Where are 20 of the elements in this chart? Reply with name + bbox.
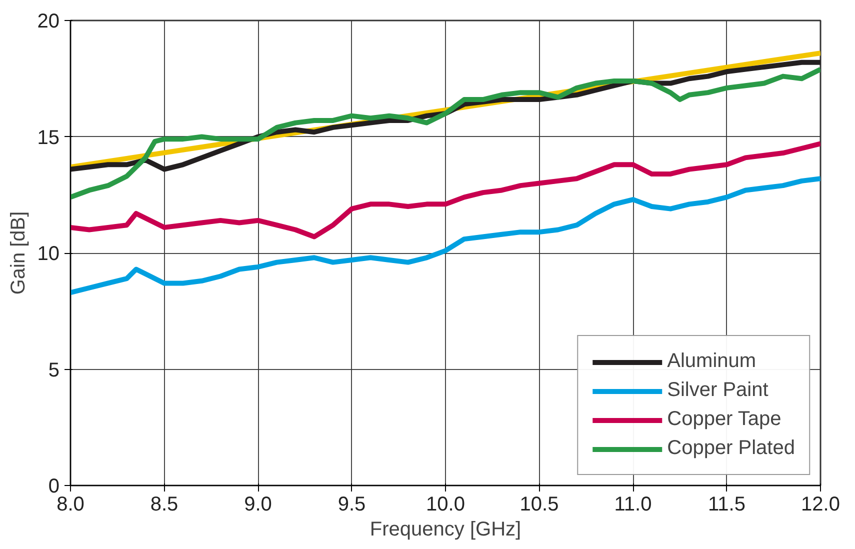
y-tick-label: 5 [48,359,60,382]
x-tick-label: 10.0 [426,494,465,516]
y-axis-title: Gain [dB] [7,211,30,295]
legend-label: Copper Tape [667,408,782,431]
x-tick-label: 8.0 [56,494,84,516]
legend-label: Copper Plated [667,437,795,460]
y-tick-label: 15 [37,126,60,149]
y-tick-label: 20 [37,10,60,32]
legend-label: Silver Paint [667,379,768,402]
x-tick-label: 11.0 [614,494,652,516]
x-tick-label: 12.0 [801,494,840,516]
legend-label: Aluminum [667,350,756,373]
y-tick-label: 0 [48,476,60,498]
x-tick-label: 8.5 [150,494,178,516]
x-tick-label: 9.5 [338,494,366,516]
x-tick-label: 10.5 [520,494,559,516]
y-tick-label: 10 [37,243,60,265]
x-axis-title: Frequency [GHz] [370,518,522,540]
x-tick-label: 11.5 [708,494,746,516]
x-tick-label: 9.0 [244,494,272,516]
